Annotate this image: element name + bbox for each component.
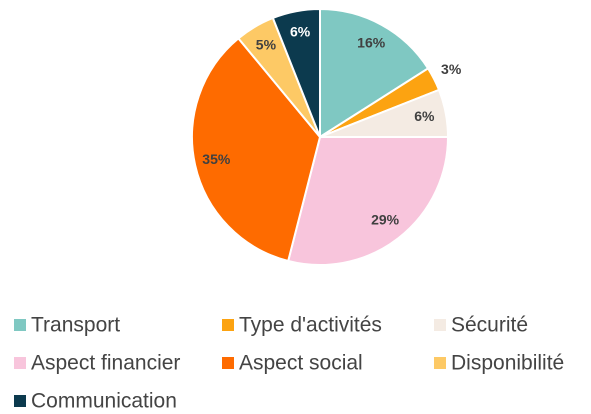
legend-marker [14, 395, 26, 407]
pie-slice [319, 7, 430, 139]
legend-marker [14, 319, 26, 331]
legend-marker [14, 357, 26, 369]
value-label: 5% [256, 36, 277, 52]
value-label: 6% [414, 108, 435, 124]
pie-slice [271, 7, 321, 138]
value-label: 6% [290, 23, 311, 39]
pie-slice [191, 36, 322, 263]
legend-marker [222, 319, 234, 331]
legend-label: Aspect social [239, 352, 363, 375]
value-label: 16% [357, 35, 386, 51]
value-label: 35% [202, 151, 231, 167]
value-label: 3% [441, 61, 462, 77]
legend-label: Disponibilité [451, 352, 564, 375]
legend-label: Sécurité [451, 314, 528, 337]
pie-slice [286, 136, 450, 266]
legend-label: Type d'activités [239, 314, 382, 337]
value-label: 29% [371, 212, 400, 228]
legend-marker [434, 319, 446, 331]
legend-marker [222, 357, 234, 369]
legend-label: Communication [31, 390, 177, 413]
legend-label: Aspect financier [31, 352, 180, 375]
legend-marker [434, 357, 446, 369]
legend-label: Transport [31, 314, 120, 337]
